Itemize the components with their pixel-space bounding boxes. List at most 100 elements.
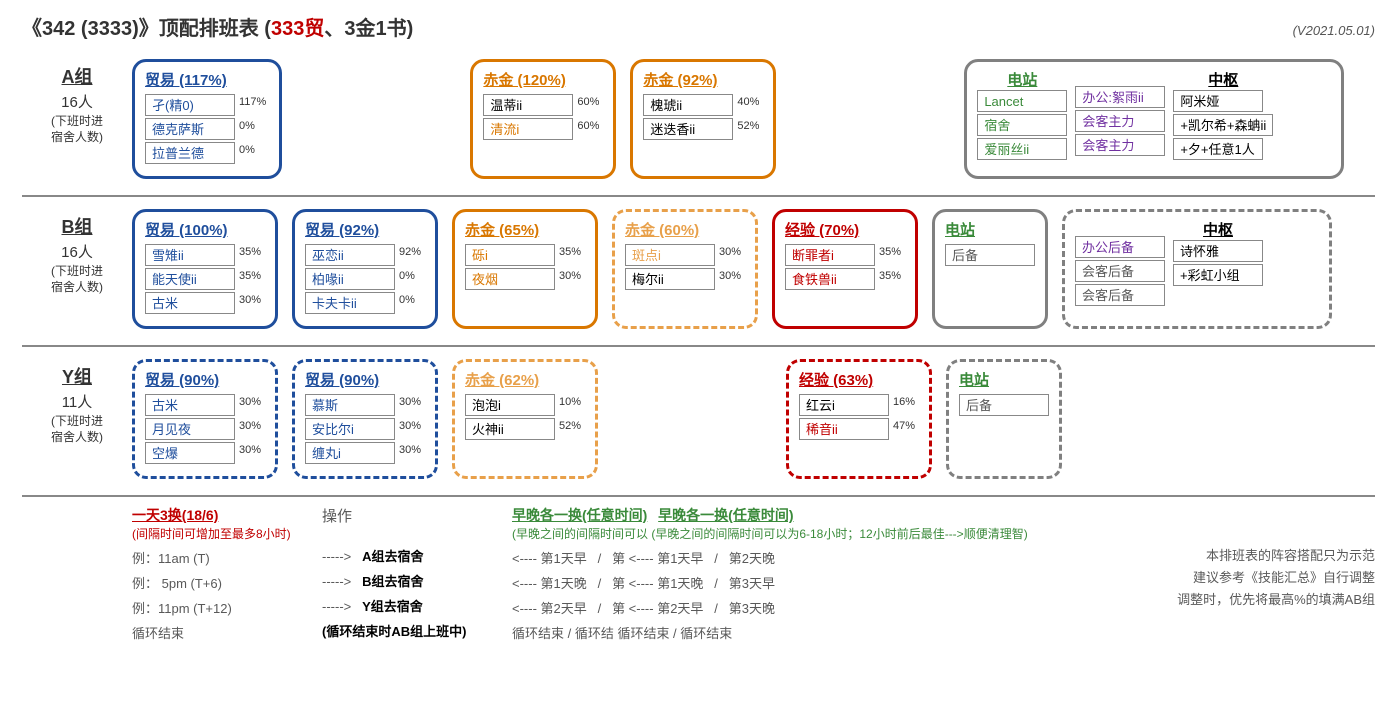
group-label: A组16人(下班时进宿舍人数) xyxy=(22,59,132,145)
card: 贸易 (117%)孑(精0)117%德克萨斯0%拉普兰德0% xyxy=(132,59,282,179)
slot: 拉普兰德 xyxy=(145,142,235,164)
slot: 会客主力 xyxy=(1075,110,1165,132)
divider xyxy=(22,195,1375,197)
card-title: 经验 (70%) xyxy=(785,219,905,240)
card-title: 中枢 xyxy=(1173,69,1273,90)
bottom-s3: (早晚之间的间隔时间可以 (早晚之间的间隔时间可以为6-18小时；12小时前后最… xyxy=(512,525,1115,542)
slot-pct: 117% xyxy=(235,94,269,116)
card-title: 赤金 (62%) xyxy=(465,369,585,390)
slot-pct: 0% xyxy=(395,268,425,290)
card-title: 贸易 (92%) xyxy=(305,219,425,240)
card-title: 贸易 (117%) xyxy=(145,69,269,90)
slot-pct: 35% xyxy=(555,244,585,266)
group-count: 16人 xyxy=(22,91,132,112)
slot-pct: 35% xyxy=(235,268,265,290)
slot: 雪雉ii xyxy=(145,244,235,266)
slot-pct: 35% xyxy=(235,244,265,266)
card: 贸易 (90%)慕斯30%安比尔i30%缠丸i30% xyxy=(292,359,438,479)
group-name: B组 xyxy=(22,213,132,239)
card: 贸易 (100%)雪雉ii35%能天使ii35%古米30% xyxy=(132,209,278,329)
slot: +凯尔希+森蚺ii xyxy=(1173,114,1273,136)
card: 经验 (63%)红云i16%稀音ii47% xyxy=(786,359,932,479)
slot: 缠丸i xyxy=(305,442,395,464)
group-count: 11人 xyxy=(22,391,132,412)
card-title xyxy=(1075,69,1165,86)
bottom-row: 例：11am (T) xyxy=(132,548,322,567)
slot-pct: 30% xyxy=(715,268,745,290)
card: 赤金 (65%) 砾i35%夜烟30% xyxy=(452,209,598,329)
group-row: Y组11人(下班时进宿舍人数)贸易 (90%)古米30%月见夜30%空爆30%贸… xyxy=(22,349,1375,489)
slot-pct: 30% xyxy=(555,268,585,290)
slot: 温蒂ii xyxy=(483,94,573,116)
card: 电站后备 xyxy=(932,209,1048,329)
slot: 柏喙ii xyxy=(305,268,395,290)
slot-pct: 52% xyxy=(555,418,585,440)
slot-pct: 30% xyxy=(235,394,265,416)
card: 电站后备 xyxy=(946,359,1062,479)
slot: 泡泡i xyxy=(465,394,555,416)
slot-pct: 30% xyxy=(235,442,265,464)
slot: 食铁兽ii xyxy=(785,268,875,290)
bottom-h2: 操作 xyxy=(322,508,352,525)
slot-pct: 30% xyxy=(395,418,425,440)
slot-pct: 16% xyxy=(889,394,919,416)
slot: 后备 xyxy=(959,394,1049,416)
group-row: B组16人(下班时进宿舍人数)贸易 (100%)雪雉ii35%能天使ii35%古… xyxy=(22,199,1375,339)
slot: 砾i xyxy=(465,244,555,266)
slot: 火神ii xyxy=(465,418,555,440)
slot: 古米 xyxy=(145,394,235,416)
slot: 清流i xyxy=(483,118,573,140)
divider xyxy=(22,345,1375,347)
slot: 空爆 xyxy=(145,442,235,464)
slot: 梅尔ii xyxy=(625,268,715,290)
slot: +夕+任意1人 xyxy=(1173,138,1263,160)
slot: 诗怀雅 xyxy=(1173,240,1263,262)
slot-pct: 30% xyxy=(235,418,265,440)
card-title: 电站 xyxy=(959,369,1049,390)
slot: +彩虹小组 xyxy=(1173,264,1263,286)
slot: 孑(精0) xyxy=(145,94,235,116)
slot-pct: 0% xyxy=(235,142,265,164)
slot-pct: 60% xyxy=(573,118,603,140)
group-name: A组 xyxy=(22,63,132,89)
slot: 办公后备 xyxy=(1075,236,1165,258)
slot-pct: 40% xyxy=(733,94,763,116)
slot: 会客后备 xyxy=(1075,260,1165,282)
slot: 断罪者i xyxy=(785,244,875,266)
slot: 慕斯 xyxy=(305,394,395,416)
group-label: Y组11人(下班时进宿舍人数) xyxy=(22,359,132,445)
slot: 槐琥ii xyxy=(643,94,733,116)
slot-pct: 30% xyxy=(395,442,425,464)
group-name: Y组 xyxy=(22,363,132,389)
slot: 迷迭香ii xyxy=(643,118,733,140)
group-note: (下班时进宿舍人数) xyxy=(22,414,132,445)
group-count: 16人 xyxy=(22,241,132,262)
card: 经验 (70%)断罪者i35%食铁兽ii35% xyxy=(772,209,918,329)
slot-pct: 30% xyxy=(235,292,265,314)
card: 赤金 (60%)斑点i30%梅尔ii30% xyxy=(612,209,758,329)
slot-pct: 35% xyxy=(875,268,905,290)
slot: 夜烟 xyxy=(465,268,555,290)
page-title: 《342 (3333)》顶配排班表 (333贸、3金1书) xyxy=(22,12,413,41)
bottom-legend: 一天3换(18/6) (间隔时间可增加至最多8小时) 例：11am (T) 例：… xyxy=(22,499,1375,648)
slot-pct: 47% xyxy=(889,418,919,440)
card-title: 赤金 (120%) xyxy=(483,69,603,90)
card-title: 赤金 (65%) xyxy=(465,219,585,240)
slot: 德克萨斯 xyxy=(145,118,235,140)
card: 办公后备会客后备会客后备中枢诗怀雅+彩虹小组 xyxy=(1062,209,1332,329)
divider xyxy=(22,495,1375,497)
bottom-h1: 一天3换(18/6) xyxy=(132,507,218,523)
card: 赤金 (120%)温蒂ii60%清流i60% xyxy=(470,59,616,179)
card: 贸易 (90%)古米30%月见夜30%空爆30% xyxy=(132,359,278,479)
slot-pct: 10% xyxy=(555,394,585,416)
card-title: 赤金 (60%) xyxy=(625,219,745,240)
card-title: 贸易 (100%) xyxy=(145,219,265,240)
slot: 能天使ii xyxy=(145,268,235,290)
card-title: 中枢 xyxy=(1173,219,1263,240)
slot-pct: 30% xyxy=(715,244,745,266)
group-row: A组16人(下班时进宿舍人数) 贸易 (117%) 孑(精0)117%德克萨斯0%拉… xyxy=(22,49,1375,189)
slot: 阿米娅 xyxy=(1173,90,1263,112)
bottom-s1: (间隔时间可增加至最多8小时) xyxy=(132,525,322,542)
slot: 会客主力 xyxy=(1075,134,1165,156)
slot: 后备 xyxy=(945,244,1035,266)
